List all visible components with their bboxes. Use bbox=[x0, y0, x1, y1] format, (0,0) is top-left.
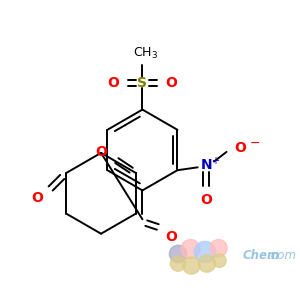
Circle shape bbox=[181, 239, 200, 259]
Text: N: N bbox=[200, 158, 212, 172]
Text: O: O bbox=[95, 145, 107, 159]
Circle shape bbox=[183, 257, 200, 274]
Text: O: O bbox=[165, 76, 177, 90]
Text: O: O bbox=[165, 230, 177, 244]
Text: −: − bbox=[250, 137, 261, 150]
Text: +: + bbox=[211, 156, 219, 166]
Text: O: O bbox=[200, 193, 212, 207]
Text: CH$_3$: CH$_3$ bbox=[133, 46, 158, 61]
Circle shape bbox=[213, 254, 226, 267]
Circle shape bbox=[169, 245, 187, 262]
Circle shape bbox=[198, 255, 216, 272]
Text: S: S bbox=[137, 76, 147, 90]
Text: Chem: Chem bbox=[242, 249, 280, 262]
Text: O: O bbox=[234, 141, 246, 155]
Text: O: O bbox=[108, 76, 119, 90]
Circle shape bbox=[170, 256, 186, 271]
Circle shape bbox=[194, 242, 216, 262]
Text: O: O bbox=[31, 191, 43, 205]
Circle shape bbox=[210, 239, 227, 257]
Text: .com: .com bbox=[268, 249, 296, 262]
